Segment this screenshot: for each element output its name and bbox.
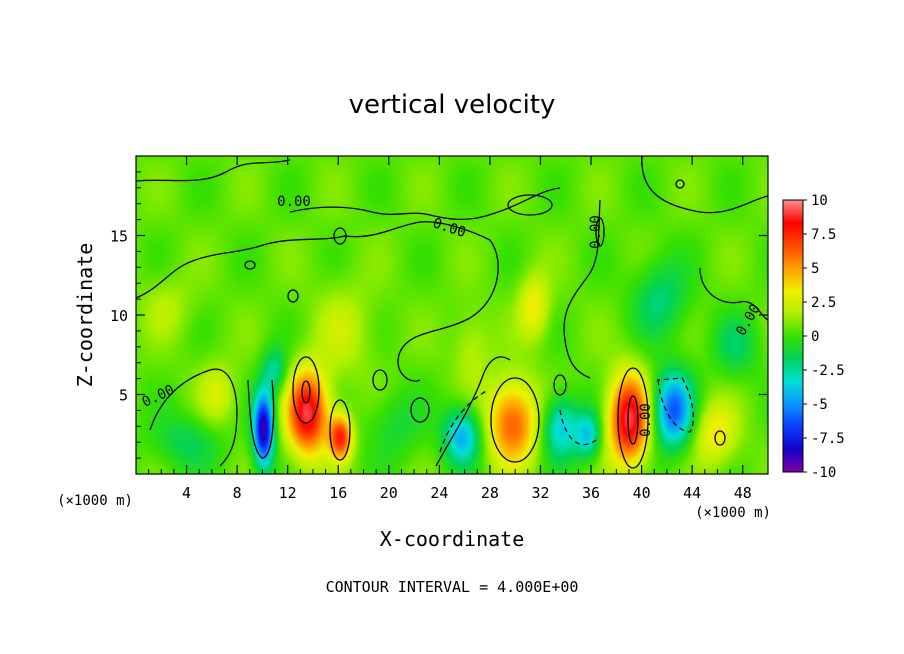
velocity-field [136, 156, 768, 474]
colorbar-label: 0 [811, 329, 819, 345]
colorbar-label: -2.5 [811, 363, 845, 379]
contour-interval: CONTOUR INTERVAL = 4.000E+00 [326, 578, 579, 596]
contour-cell-16 [329, 399, 351, 461]
contour-blob-f [372, 369, 388, 391]
contour-mid-left [135, 235, 346, 299]
colorbar-label: 2.5 [811, 295, 836, 311]
contour-cell-46 [714, 430, 726, 446]
x-axis-label: X-coordinate [380, 527, 525, 551]
contour-label: 0.00 [277, 194, 311, 210]
colorbar-label: 5 [811, 261, 819, 277]
y-tick-label: 5 [119, 387, 128, 405]
x-tick-label: 8 [233, 484, 242, 502]
x-tick-label: 20 [380, 484, 398, 502]
x-tick-label: 40 [633, 484, 651, 502]
plot-area: 0.000.00 0.000.000.000.00 [135, 155, 769, 475]
contour-cell-39-inner [627, 395, 639, 445]
chart-title: vertical velocity [349, 90, 556, 120]
contour-blob-b [333, 227, 347, 245]
x-tick-label: 16 [329, 484, 347, 502]
contour-upper-left [135, 159, 291, 182]
contour-far-right [699, 267, 769, 321]
contour-blob-d [244, 260, 256, 270]
contour-dashed-a [439, 389, 489, 453]
colorbar-label: 7.5 [811, 227, 836, 243]
contour-blob-c [287, 289, 299, 303]
x-tick-label: 44 [683, 484, 701, 502]
x-units-left: (×1000 m) [57, 493, 133, 509]
x-tick-label: 48 [734, 484, 752, 502]
contour-right-divide [563, 199, 601, 379]
contour-label: 0.00 [588, 215, 604, 249]
x-tick-label: 28 [481, 484, 499, 502]
contour-mid-divide [344, 221, 499, 382]
contour-blob-a [507, 194, 553, 216]
colorbar: 10 7.5 5 2.5 0 -2.5 -5 -7.5 -10 [782, 193, 845, 481]
y-tick-label: 10 [110, 307, 128, 325]
contour-upper-mid [289, 187, 561, 221]
x-units-right: (×1000 m) [695, 505, 771, 521]
colorbar-ticks: 10 7.5 5 2.5 0 -2.5 -5 -7.5 -10 [803, 193, 845, 481]
x-tick-label: 4 [182, 484, 191, 502]
colorbar-label: 10 [811, 193, 828, 209]
colorbar-label: -7.5 [811, 431, 845, 447]
contour-blob-h [675, 179, 685, 189]
contour-lines [135, 155, 769, 469]
contour-label: 0.00 [638, 403, 654, 437]
contour-blob-e [410, 397, 430, 423]
contour-dashed-c [657, 377, 694, 433]
x-tick-label: 24 [430, 484, 448, 502]
contour-left-cells [149, 368, 238, 467]
contour-blob-g [595, 217, 605, 247]
x-tick-label: 36 [582, 484, 600, 502]
contour-blue-10 [247, 379, 275, 459]
colorbar-bar [782, 199, 804, 473]
colorbar-label: -10 [811, 465, 836, 481]
contour-cell-13 [292, 356, 320, 424]
contour-blob-i [553, 374, 567, 396]
x-tick-label: 32 [531, 484, 549, 502]
x-tick-label: 12 [279, 484, 297, 502]
contour-upper-right [641, 155, 769, 214]
contour-cell-13-inner [301, 380, 311, 404]
field-canvas [136, 156, 768, 474]
x-axis: 4 8 12 16 20 24 28 32 36 40 44 48 [148, 156, 752, 502]
y-axis: 5 10 15 [110, 171, 768, 459]
contour-cell-39 [617, 367, 649, 469]
colorbar-label: -5 [811, 397, 828, 413]
y-tick-label: 15 [110, 228, 128, 246]
y-axis-label: Z-coordinate [73, 243, 97, 388]
contour-cell-30 [490, 377, 540, 463]
contour-bottom-band [435, 356, 511, 467]
